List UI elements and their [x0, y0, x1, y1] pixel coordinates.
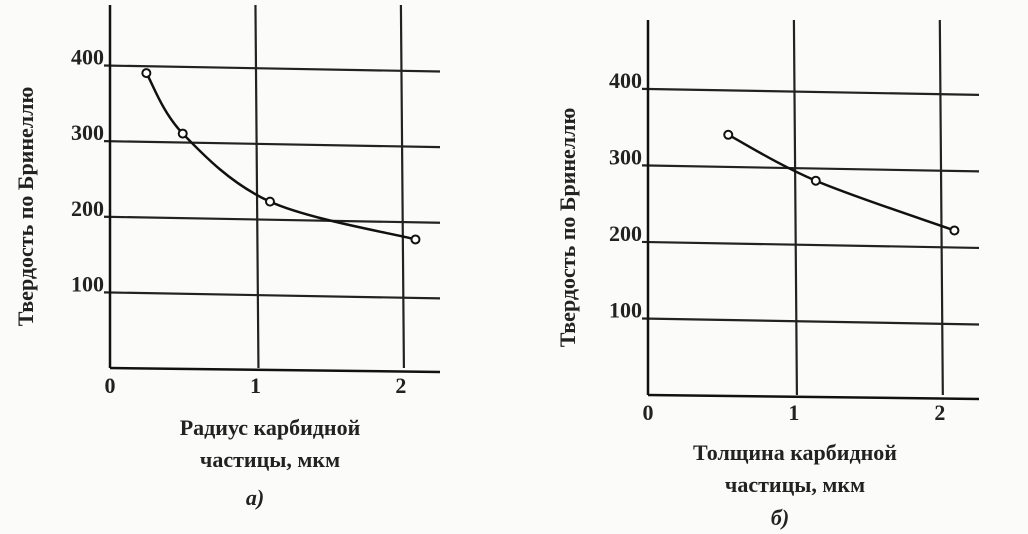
grid-line: [103, 215, 441, 224]
caption: б): [771, 505, 789, 530]
point: [177, 128, 188, 139]
y-axis-label: Твердость по Бринеллю: [13, 87, 38, 327]
grid-line: [254, 4, 260, 369]
grid-line: [641, 87, 980, 96]
y-tick-label: 100: [609, 298, 642, 323]
x-axis: [109, 366, 441, 374]
line: [145, 72, 416, 241]
y-tick-label: 200: [71, 196, 104, 221]
caption: а): [246, 485, 264, 510]
point: [265, 196, 275, 207]
y-tick-label: 200: [609, 221, 642, 246]
point: [723, 129, 734, 140]
x-tick-label: 0: [105, 373, 116, 398]
grid-line: [103, 64, 441, 73]
x-axis: [647, 393, 980, 401]
grid-line: [641, 164, 980, 173]
grid-line: [103, 291, 441, 300]
y-tick-label: 300: [609, 144, 642, 169]
y-tick-label: 400: [71, 45, 104, 70]
grid-line: [641, 240, 980, 250]
x-tick-label: 2: [934, 400, 945, 425]
x-tick-label: 1: [788, 400, 799, 425]
point: [141, 68, 152, 79]
point: [410, 234, 421, 245]
y-tick-label: 300: [71, 120, 104, 145]
line: [727, 133, 955, 232]
x-tick-label: 0: [643, 400, 654, 425]
x-axis-label: частицы, мкм: [200, 447, 340, 472]
y-tick-label: 400: [609, 68, 642, 93]
x-tick-label: 2: [395, 373, 406, 398]
grid-line: [641, 317, 980, 326]
point: [949, 225, 960, 236]
grid-line: [792, 19, 799, 396]
grid-line: [399, 4, 406, 369]
x-axis-label: Толщина карбидной: [693, 440, 897, 465]
y-axis-label: Твердость по Бринеллю: [555, 108, 580, 348]
y-tick-label: 100: [71, 271, 104, 296]
x-axis-label: Радиус карбидной: [180, 415, 361, 440]
grid-line: [103, 140, 441, 149]
x-tick-label: 1: [250, 373, 261, 398]
grid-line: [938, 19, 944, 396]
point: [810, 175, 821, 186]
x-axis-label: частицы, мкм: [725, 472, 865, 497]
